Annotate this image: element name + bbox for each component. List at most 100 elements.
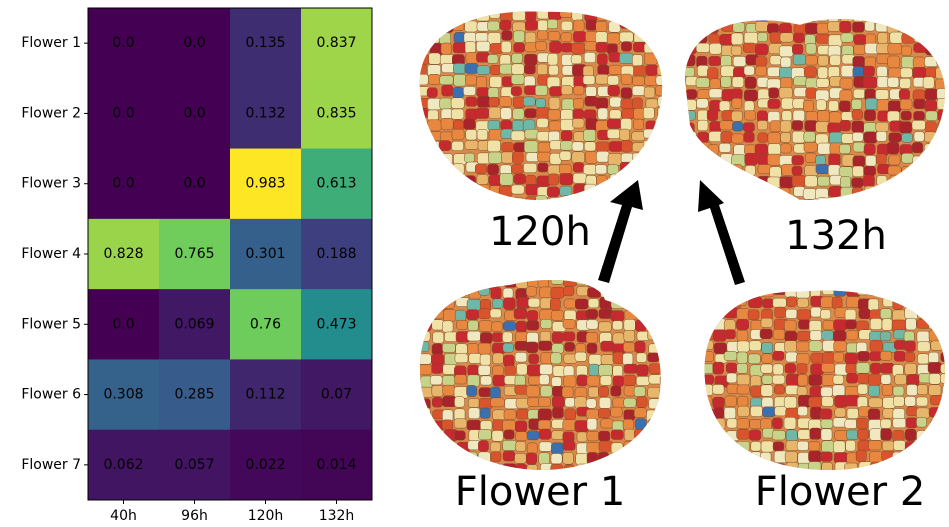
flower-cell <box>489 107 501 119</box>
flower-cell <box>621 88 632 99</box>
flower-cell <box>696 99 708 109</box>
flower-cell <box>841 187 854 198</box>
flower-cell <box>840 13 853 22</box>
flower-cell <box>940 364 949 373</box>
flower-cell <box>607 165 618 175</box>
flower-cell <box>504 298 516 310</box>
flower-cell <box>727 419 738 428</box>
flower-cell <box>524 141 538 153</box>
flower-cell <box>804 142 817 152</box>
flower-cell <box>490 387 500 399</box>
flower-cell <box>806 43 816 54</box>
flower-cell <box>609 110 621 119</box>
flower-cell <box>561 21 572 31</box>
flower-cell <box>869 352 881 361</box>
flower-cell <box>492 333 503 342</box>
flower-cell <box>646 99 659 108</box>
flower-cell <box>660 387 671 397</box>
flower-cell <box>634 66 647 77</box>
flower-cell <box>745 111 756 121</box>
flower-cell <box>465 140 478 149</box>
flower-cell <box>941 461 949 471</box>
flower-cell <box>805 23 818 34</box>
flower-cell <box>936 177 946 187</box>
flower-cell <box>635 465 649 477</box>
flower-cell <box>902 153 914 163</box>
flower-cell <box>577 286 589 296</box>
flower-cell <box>611 386 621 396</box>
flower-cell <box>936 67 949 79</box>
flower-cell <box>722 166 733 177</box>
flower-cell <box>868 299 879 311</box>
flower-cell <box>702 307 713 317</box>
flower-cell <box>573 98 583 109</box>
flower-cell <box>452 141 464 151</box>
flower-cell <box>823 352 835 363</box>
flower-cell <box>713 451 725 461</box>
flower-cell <box>561 86 572 95</box>
flower-cell <box>479 309 491 319</box>
flower-cell <box>905 307 919 319</box>
cell-label: 0.0 <box>112 105 134 121</box>
flower-cell <box>584 110 596 120</box>
flower-cell <box>719 101 730 111</box>
flower-cell <box>805 176 818 187</box>
flower-cell <box>901 111 911 120</box>
flower-cell <box>552 332 563 343</box>
flower-cell <box>589 364 599 376</box>
flower-cell <box>733 22 745 32</box>
flower-cell <box>772 430 785 440</box>
flower-cell <box>798 375 808 386</box>
flower-cell <box>572 9 583 20</box>
flower-cell <box>767 188 777 200</box>
flower-cell <box>443 440 454 452</box>
flower-cell <box>925 100 937 111</box>
flower-cell <box>917 331 930 342</box>
flower-cell <box>889 155 901 165</box>
flower-cell <box>757 33 767 42</box>
flower-cell <box>709 34 720 44</box>
flower-cell <box>785 285 798 297</box>
flower-cell <box>713 462 726 471</box>
flower-cell <box>635 320 646 331</box>
flower-cell <box>772 375 785 384</box>
cell-label: 0.765 <box>174 246 214 262</box>
flower-cell <box>785 331 797 341</box>
flower-cell <box>914 99 926 109</box>
flower-cell <box>761 441 774 452</box>
flower-cell <box>537 152 550 161</box>
flower-cell <box>793 110 805 121</box>
flower-cell <box>648 452 662 463</box>
flower-cell <box>840 78 853 89</box>
flower-cell <box>659 463 669 475</box>
flower-cell <box>727 453 741 465</box>
y-tick-label: Flower 6 <box>21 387 81 403</box>
flower-cell <box>890 32 903 43</box>
flower-cell <box>655 118 665 127</box>
flower-cell <box>701 452 712 462</box>
flower-cell <box>907 384 918 395</box>
flower-cell <box>634 387 645 397</box>
flower-cell <box>420 408 431 419</box>
flower-cell <box>713 475 723 485</box>
flower-cell <box>846 364 857 374</box>
cell-label: 0.0 <box>183 176 205 192</box>
flower-cell <box>610 174 620 183</box>
flower-cell <box>724 407 736 419</box>
flower-cell <box>941 329 949 340</box>
flower-cell <box>601 355 615 365</box>
y-tick-label: Flower 3 <box>21 176 81 192</box>
flower-cell <box>846 330 858 340</box>
flower-cell <box>515 352 527 362</box>
flower-cell <box>643 107 654 119</box>
flower-cell <box>463 197 476 208</box>
flower-cell <box>609 21 621 32</box>
flower-cell <box>926 43 937 55</box>
flower-cell <box>491 287 502 299</box>
flower-cell <box>785 451 797 462</box>
flower-cell <box>418 354 431 364</box>
flower-cell <box>658 107 672 117</box>
flower-cell <box>870 451 883 463</box>
flower-cell <box>524 64 535 74</box>
flower-cell <box>432 320 444 330</box>
